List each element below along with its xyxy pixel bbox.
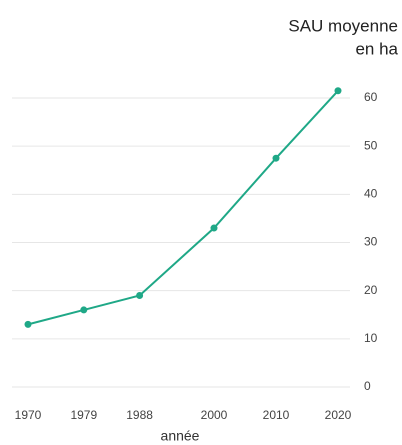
x-axis-label: année: [161, 428, 200, 444]
y-tick-label: 0: [364, 379, 371, 393]
x-tick-label: 1988: [126, 408, 153, 422]
y-tick-label: 20: [364, 283, 378, 297]
y-tick-label: 50: [364, 138, 378, 152]
x-tick-label: 2000: [201, 408, 228, 422]
chart-title: SAU moyenne: [288, 16, 398, 35]
x-tick-label: 2010: [263, 408, 290, 422]
y-tick-label: 40: [364, 187, 378, 201]
x-tick-label: 1970: [15, 408, 42, 422]
point: [136, 291, 144, 299]
point: [24, 320, 32, 328]
chart-title: en ha: [355, 39, 398, 58]
y-tick-label: 30: [364, 235, 378, 249]
x-tick-label: 1979: [70, 408, 97, 422]
point: [272, 154, 280, 162]
y-tick-label: 60: [364, 90, 378, 104]
x-tick-label: 2020: [325, 408, 352, 422]
point: [210, 224, 218, 232]
point: [80, 306, 88, 314]
point: [334, 87, 342, 95]
line: [27, 90, 339, 326]
y-tick-label: 10: [364, 331, 378, 345]
